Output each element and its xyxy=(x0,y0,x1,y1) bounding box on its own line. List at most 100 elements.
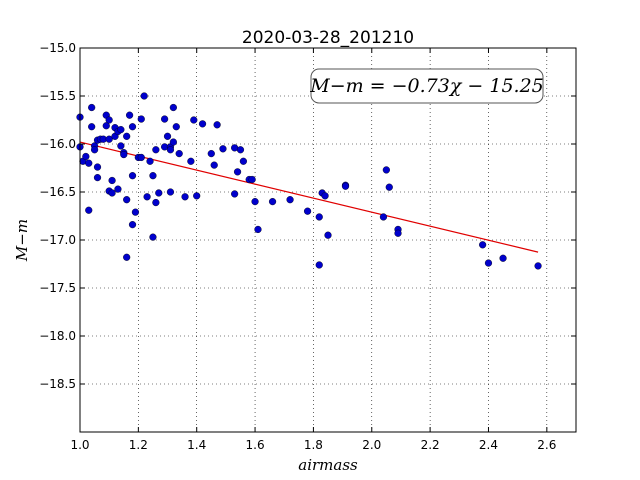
fit-line-layer xyxy=(79,141,539,253)
data-point xyxy=(239,157,247,165)
y-tick-label: −16.5 xyxy=(39,185,76,199)
data-point xyxy=(499,254,507,262)
data-point xyxy=(324,231,332,239)
data-point xyxy=(120,150,128,159)
data-point xyxy=(236,146,245,154)
axis-ticks xyxy=(79,47,576,432)
y-tick-label: −15.5 xyxy=(39,89,76,103)
data-point xyxy=(137,153,145,162)
data-point xyxy=(341,182,350,190)
data-point xyxy=(213,121,221,129)
x-tick-label: 2.4 xyxy=(479,438,498,452)
data-point xyxy=(169,103,177,112)
data-point xyxy=(152,198,160,207)
data-point xyxy=(233,168,242,176)
data-point xyxy=(231,190,239,198)
data-point xyxy=(93,174,102,182)
data-point xyxy=(248,175,256,184)
data-point xyxy=(169,138,177,146)
data-point xyxy=(379,213,388,221)
data-point xyxy=(123,196,131,204)
data-point xyxy=(321,192,329,200)
data-point xyxy=(114,185,122,193)
x-tick-label: 1.6 xyxy=(246,438,265,452)
data-point xyxy=(190,116,198,124)
data-point xyxy=(93,163,102,171)
annotation-text: M−m = −0.73χ − 15.25 xyxy=(309,75,544,97)
data-point xyxy=(108,189,116,197)
data-point xyxy=(163,132,172,140)
data-point xyxy=(105,135,113,143)
data-point xyxy=(286,196,294,204)
data-point xyxy=(143,193,151,201)
fit-annotation: M−m = −0.73χ − 15.25 xyxy=(309,68,544,104)
y-tick-label: −17.0 xyxy=(39,233,76,247)
annotation-box xyxy=(310,68,544,104)
data-point xyxy=(117,126,125,134)
data-point xyxy=(128,172,137,180)
data-point xyxy=(149,233,157,241)
data-point xyxy=(210,161,218,169)
data-point xyxy=(152,146,160,154)
x-tick-label: 2.0 xyxy=(362,438,381,452)
x-tick-label: 1.0 xyxy=(70,438,89,452)
data-point xyxy=(315,213,323,221)
x-tick-label: 1.8 xyxy=(304,438,323,452)
y-tick-label: −17.5 xyxy=(39,281,76,295)
y-tick-label: −16.0 xyxy=(39,137,76,151)
data-point xyxy=(105,116,113,124)
data-point xyxy=(102,122,110,130)
data-point xyxy=(126,111,134,119)
data-point xyxy=(382,166,390,174)
data-point xyxy=(123,132,131,140)
data-point xyxy=(175,150,183,158)
data-point xyxy=(303,207,312,215)
data-point xyxy=(198,120,207,128)
data-point xyxy=(146,157,154,165)
chart-title: 2020-03-28_201210 xyxy=(242,28,414,48)
data-points xyxy=(76,92,542,270)
data-point xyxy=(108,176,116,185)
data-point xyxy=(385,183,393,191)
y-tick-label: −18.5 xyxy=(39,377,76,391)
data-point xyxy=(149,172,157,180)
data-point xyxy=(117,142,125,150)
x-tick-labels: 1.0 1.2 1.4 1.6 1.8 2.0 2.2 2.4 2.6 xyxy=(70,438,556,452)
data-point xyxy=(172,123,180,131)
data-point xyxy=(131,208,140,216)
data-point xyxy=(479,241,487,249)
data-point xyxy=(166,188,175,196)
data-point xyxy=(128,221,137,229)
y-axis-label: M−m xyxy=(13,219,31,262)
data-point xyxy=(82,152,90,161)
data-point xyxy=(137,115,145,123)
data-point xyxy=(88,103,96,112)
data-point xyxy=(187,157,195,165)
x-tick-label: 1.2 xyxy=(129,438,148,452)
data-point xyxy=(90,146,99,154)
data-point xyxy=(155,189,163,197)
data-point xyxy=(484,259,493,267)
data-point xyxy=(140,92,148,100)
x-tick-label: 2.2 xyxy=(421,438,440,452)
data-point xyxy=(166,146,175,154)
data-point xyxy=(251,198,259,206)
data-point xyxy=(88,123,96,131)
data-point xyxy=(394,229,402,237)
fit-line xyxy=(79,141,539,253)
x-axis-label: airmass xyxy=(298,456,358,474)
data-point xyxy=(123,253,131,261)
data-point xyxy=(85,206,93,214)
data-point xyxy=(268,198,277,206)
data-point xyxy=(254,225,262,234)
y-tick-labels: −15.0 −15.5 −16.0 −16.5 −17.0 −17.5 −18.0 −18.5 xyxy=(39,41,76,391)
data-point xyxy=(315,261,323,269)
data-point xyxy=(207,150,215,158)
y-tick-label: −18.0 xyxy=(39,329,76,343)
data-point xyxy=(161,115,169,123)
x-tick-label: 2.6 xyxy=(537,438,556,452)
data-point xyxy=(193,192,201,200)
x-tick-label: 1.4 xyxy=(187,438,206,452)
data-point xyxy=(534,262,542,270)
